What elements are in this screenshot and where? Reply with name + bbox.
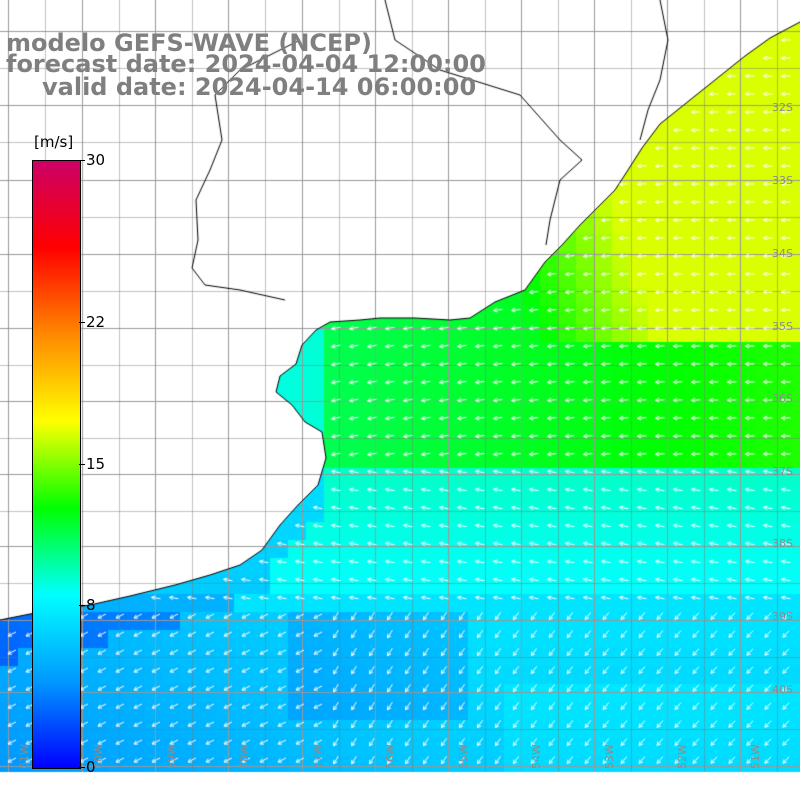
colorbar-tick-label: 8 [86,596,96,615]
longitude-label: 61W [17,744,31,769]
forecast-date: forecast date: 2024-04-04 12:00:00 [6,50,486,78]
latitude-label: 34S [772,247,793,260]
colorbar-tick-mark [79,321,85,323]
latitude-label: 37S [772,465,793,478]
longitude-label: 58W [237,744,251,769]
valid-date: valid date: 2024-04-14 06:00:00 [42,73,477,101]
latitude-label: 39S [772,610,793,623]
colorbar-tick-mark [79,605,85,607]
longitude-label: 52W [675,744,689,769]
model-title: modelo GEFS-WAVE (NCEP) [6,29,372,57]
latitude-label: 40S [772,683,793,696]
longitude-label: 54W [529,744,543,769]
longitude-label: 59W [164,744,178,769]
colorbar-tick-mark [79,767,85,768]
latitude-label: 33S [772,174,793,187]
colorbar-tick-label: 0 [86,758,96,776]
latitude-label: 32S [772,101,793,114]
latitude-label: 35S [772,320,793,333]
colorbar-tick-label: 15 [86,454,106,473]
longitude-label: 60W [91,744,105,769]
longitude-label: 57W [310,744,324,769]
colorbar [32,160,81,769]
colorbar-tick-mark [79,463,85,465]
colorbar-tick-mark [79,160,85,161]
longitude-label: 51W [748,744,762,769]
latitude-label: 36S [772,392,793,405]
colorbar-tick-label: 22 [86,312,106,331]
latitude-label: 38S [772,537,793,550]
colorbar-unit: [m/s] [34,133,74,151]
longitude-label: 53W [602,744,616,769]
longitude-label: 56W [383,744,397,769]
longitude-label: 55W [456,744,470,769]
colorbar-tick-label: 30 [86,151,106,169]
